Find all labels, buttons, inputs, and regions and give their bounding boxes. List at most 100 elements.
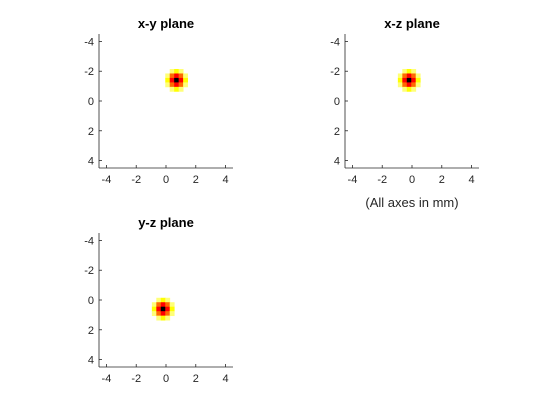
heatmap-cell (169, 302, 175, 308)
heatmap-cell (165, 306, 171, 312)
y-tick-label: -2 (84, 66, 94, 78)
y-tick-label: 0 (88, 295, 94, 307)
heatmap-cell (160, 297, 166, 303)
heatmap-cell (183, 77, 188, 83)
x-tick-label: 2 (193, 373, 199, 385)
panel-yz-plane: y-z plane -4 -2 0 2 4 -4 -2 0 2 4 (84, 215, 233, 385)
y-tick-label: 2 (88, 325, 94, 337)
heatmap-cell (411, 68, 417, 74)
heatmap-cell (397, 77, 403, 83)
heatmap-cell (151, 302, 157, 308)
heatmap-cell (165, 302, 171, 308)
heatmap-cell (411, 77, 417, 83)
heatmap-cell (183, 82, 188, 88)
heatmap-cell (183, 73, 188, 79)
heatmap-cell (156, 315, 162, 321)
heatmap-cell (411, 73, 417, 79)
heatmap-cell (178, 77, 184, 83)
y-tick-label: -4 (330, 36, 340, 48)
x-tick-label: -2 (131, 373, 141, 385)
heatmap-cell (151, 306, 157, 312)
y-tick-label: -4 (84, 235, 94, 247)
heatmap-cell (156, 306, 162, 312)
heatmap-cell (415, 77, 421, 83)
heatmap-spot (397, 68, 421, 92)
x-tick-label: -2 (377, 174, 387, 186)
heatmap-cell (169, 306, 175, 312)
heatmap-cell (174, 68, 180, 74)
y-tick-label: 2 (334, 126, 340, 138)
heatmap-cell (169, 68, 175, 74)
heatmap-cell (174, 86, 180, 92)
heatmap-cell (406, 73, 412, 79)
y-tick-label: -2 (84, 265, 94, 277)
panel-title: x-y plane (138, 16, 194, 31)
heatmap-cell (406, 86, 412, 92)
x-tick-label: 4 (222, 174, 228, 186)
y-tick-label: 4 (88, 156, 94, 168)
heatmap-cell (165, 311, 171, 317)
x-tick-label: -2 (131, 174, 141, 186)
y-tick-label: 0 (88, 96, 94, 108)
heatmap-cell (165, 82, 171, 88)
heatmap-cell (160, 311, 166, 317)
panel-title: y-z plane (138, 215, 194, 230)
x-tick-label: 4 (468, 174, 474, 186)
heatmap-cell (174, 73, 180, 79)
heatmap-cell (156, 311, 162, 317)
heatmap-cell (406, 77, 412, 83)
y-tick-label: 4 (88, 355, 94, 367)
x-tick-label: 4 (222, 373, 228, 385)
heatmap-cell (411, 86, 417, 92)
heatmap-cell (160, 306, 166, 312)
y-tick-label: 0 (334, 96, 340, 108)
x-tick-label: -4 (348, 174, 358, 186)
heatmap-cell (169, 86, 175, 92)
heatmap-cell (165, 297, 171, 303)
heatmap-cell (178, 68, 184, 74)
x-tick-label: 0 (163, 373, 169, 385)
heatmap-cell (402, 68, 408, 74)
heatmap-cell (411, 82, 417, 88)
x-tick-label: -4 (102, 373, 112, 385)
heatmap-cell (178, 82, 184, 88)
plot-area (345, 34, 479, 168)
heatmap-cell (169, 77, 175, 83)
heatmap-spot (165, 68, 188, 92)
heatmap-cell (169, 82, 175, 88)
heatmap-cell (402, 73, 408, 79)
y-tick-label: 4 (334, 156, 340, 168)
heatmap-cell (174, 77, 180, 83)
heatmap-cell (160, 315, 166, 321)
heatmap-cell (174, 82, 180, 88)
heatmap-cell (165, 77, 171, 83)
panel-xy-plane: x-y plane -4 -2 0 2 4 -4 -2 0 2 4 (84, 16, 233, 186)
heatmap-cell (165, 73, 171, 79)
y-tick-label: 2 (88, 126, 94, 138)
heatmap-cell (169, 73, 175, 79)
axes-units-note: (All axes in mm) (365, 195, 458, 210)
heatmap-cell (165, 315, 171, 321)
y-tick-label: -2 (330, 66, 340, 78)
heatmap-cell (397, 73, 403, 79)
heatmap-cell (151, 311, 157, 317)
x-tick-label: 2 (193, 174, 199, 186)
heatmap-cell (178, 86, 184, 92)
x-tick-label: 0 (163, 174, 169, 186)
heatmap-cell (415, 82, 421, 88)
heatmap-cell (169, 311, 175, 317)
heatmap-cell (402, 77, 408, 83)
heatmap-cell (156, 297, 162, 303)
panel-title: x-z plane (384, 16, 440, 31)
heatmap-cell (406, 82, 412, 88)
x-tick-label: 2 (439, 174, 445, 186)
y-tick-label: -4 (84, 36, 94, 48)
x-tick-label: 0 (409, 174, 415, 186)
heatmap-spot (151, 297, 175, 321)
heatmap-cell (402, 82, 408, 88)
plot-area (99, 34, 233, 168)
heatmap-cell (397, 82, 403, 88)
heatmap-cell (160, 302, 166, 308)
heatmap-cell (415, 73, 421, 79)
